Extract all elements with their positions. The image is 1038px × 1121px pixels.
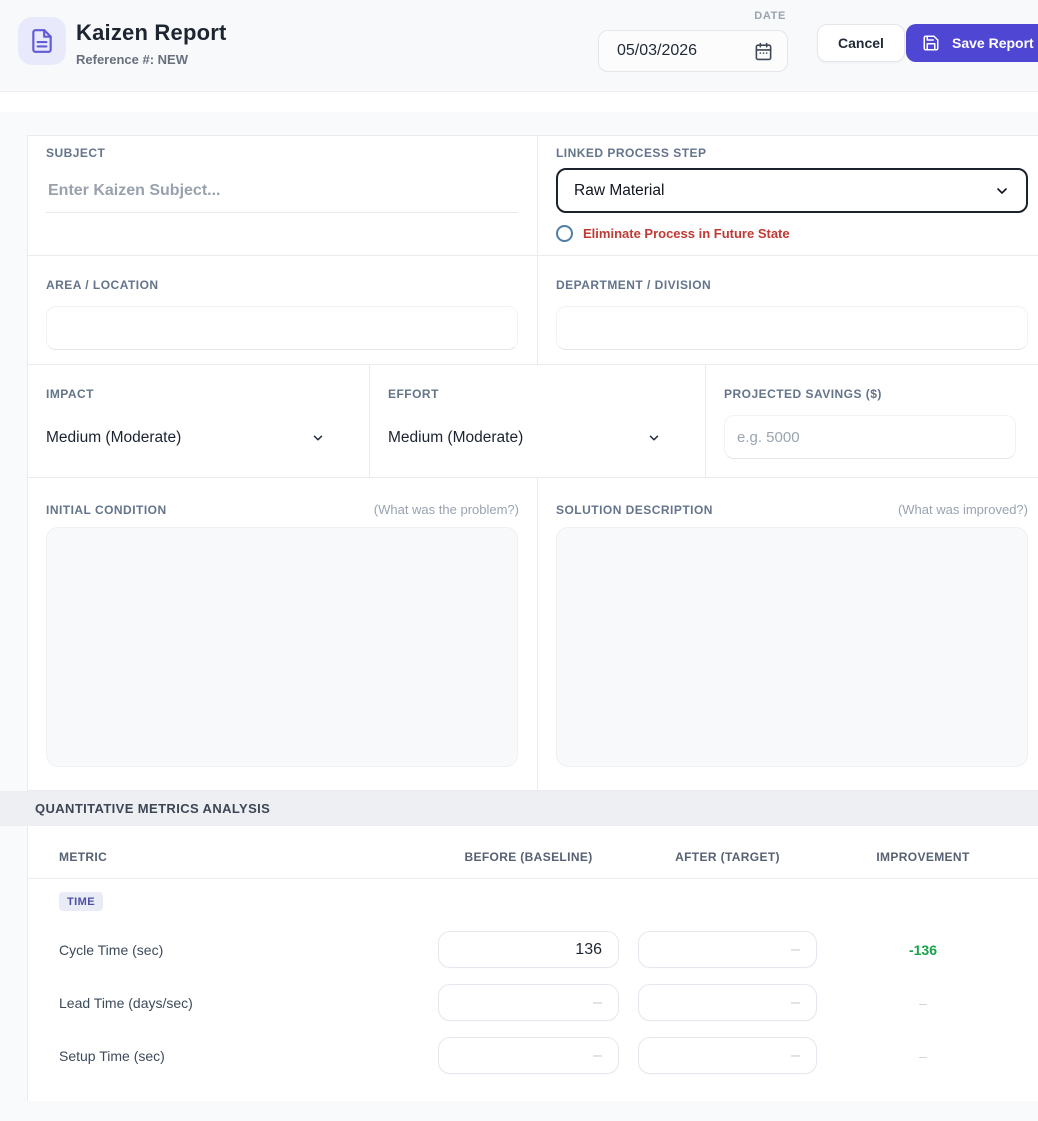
effort-cell: EFFORT Medium (Moderate) [370,365,706,477]
solution-description-label: SOLUTION DESCRIPTION [556,503,713,517]
area-location-input[interactable] [46,306,518,350]
cancel-button[interactable]: Cancel [817,24,905,62]
form-row-descriptions: INITIAL CONDITION (What was the problem?… [28,478,1038,790]
improvement-value: -136 [908,941,938,958]
save-report-button[interactable]: Save Report [906,24,1038,62]
before-cell [438,984,619,1021]
metrics-section-title: QUANTITATIVE METRICS ANALYSIS [35,801,271,816]
table-row-lead-time: Lead Time (days/sec) – [28,976,1038,1029]
solution-description-cell: SOLUTION DESCRIPTION (What was improved?… [538,478,1038,790]
initial-condition-label-row: INITIAL CONDITION (What was the problem?… [46,502,519,517]
metrics-rows: Cycle Time (sec) -136 Lead Time (days/se… [28,923,1038,1082]
linked-process-cell: LINKED PROCESS STEP Raw Material Elimina… [538,136,1038,255]
report-icon-box [18,17,66,65]
form-row-assessment: IMPACT Medium (Moderate) EFFORT Medium (… [28,365,1038,478]
metric-label: Setup Time (sec) [59,1047,165,1064]
chevron-down-icon [311,431,325,445]
solution-description-textarea[interactable] [556,527,1028,767]
table-row-cycle-time: Cycle Time (sec) -136 [28,923,1038,976]
col-header-after: AFTER (TARGET) [675,850,780,864]
date-input-wrap[interactable] [598,30,788,72]
app-header: Kaizen Report Reference #: NEW DATE Canc… [0,0,1038,92]
impact-cell: IMPACT Medium (Moderate) [28,365,370,477]
after-cell [638,931,817,968]
projected-savings-input[interactable] [724,415,1016,459]
save-icon [922,34,940,52]
initial-condition-label: INITIAL CONDITION [46,503,167,517]
department-division-input[interactable] [556,306,1028,350]
lead-time-before-input[interactable] [438,984,619,1021]
table-row-setup-time: Setup Time (sec) – [28,1029,1038,1082]
metrics-table: METRIC BEFORE (BASELINE) AFTER (TARGET) … [27,826,1038,1101]
chevron-down-icon [994,183,1010,199]
metric-label: Cycle Time (sec) [59,941,164,958]
setup-time-before-input[interactable] [438,1037,619,1074]
col-header-improvement: IMPROVEMENT [876,850,970,864]
before-cell [438,931,619,968]
solution-description-label-row: SOLUTION DESCRIPTION (What was improved?… [556,502,1028,517]
linked-process-step-select[interactable]: Raw Material [556,168,1028,213]
impact-value: Medium (Moderate) [46,429,182,446]
linked-process-step-value: Raw Material [574,181,665,199]
form-row-location: AREA / LOCATION DEPARTMENT / DIVISION [28,256,1038,365]
header-gap [0,92,1038,112]
calendar-icon[interactable] [754,42,773,61]
impact-label: IMPACT [46,387,94,401]
header-titles: Kaizen Report Reference #: NEW [76,20,227,67]
initial-condition-textarea[interactable] [46,527,518,767]
department-division-label: DEPARTMENT / DIVISION [556,278,712,292]
eliminate-process-label[interactable]: Eliminate Process in Future State [583,226,790,241]
improvement-value: – [919,1047,927,1064]
page-title: Kaizen Report [76,20,227,45]
solution-description-hint: (What was improved?) [897,502,1028,517]
metric-label: Lead Time (days/sec) [59,994,193,1011]
projected-savings-cell: PROJECTED SAVINGS ($) [706,365,1038,477]
metrics-table-header: METRIC BEFORE (BASELINE) AFTER (TARGET) … [28,826,1038,879]
effort-select[interactable]: Medium (Moderate) [388,417,687,459]
effort-value: Medium (Moderate) [388,429,524,446]
projected-savings-label: PROJECTED SAVINGS ($) [724,387,882,401]
area-location-cell: AREA / LOCATION [28,256,538,364]
time-group-badge: TIME [59,892,104,911]
eliminate-process-option[interactable]: Eliminate Process in Future State [556,225,1028,242]
chevron-down-icon [647,431,661,445]
subject-cell: SUBJECT [28,136,538,255]
kaizen-form-card: SUBJECT LINKED PROCESS STEP Raw Material [27,135,1038,791]
file-text-icon [29,28,55,54]
cycle-time-before-input[interactable] [438,931,619,968]
date-input[interactable] [617,42,747,60]
subject-input[interactable] [46,176,518,213]
subject-label: SUBJECT [46,146,106,160]
col-header-metric: METRIC [59,850,108,864]
before-cell [438,1037,619,1074]
linked-process-step-label: LINKED PROCESS STEP [556,146,707,160]
department-division-cell: DEPARTMENT / DIVISION [538,256,1038,364]
effort-label: EFFORT [388,387,439,401]
eliminate-process-radio[interactable] [556,225,573,242]
after-cell [638,984,817,1021]
after-cell [638,1037,817,1074]
metrics-section-bar: QUANTITATIVE METRICS ANALYSIS [0,791,1038,826]
content-background: SUBJECT LINKED PROCESS STEP Raw Material [0,112,1038,1121]
date-label: DATE [754,10,786,22]
col-header-before: BEFORE (BASELINE) [464,850,593,864]
initial-condition-cell: INITIAL CONDITION (What was the problem?… [28,478,538,790]
form-row-subject: SUBJECT LINKED PROCESS STEP Raw Material [28,136,1038,256]
cycle-time-after-input[interactable] [638,931,817,968]
page-body: SUBJECT LINKED PROCESS STEP Raw Material [0,92,1038,1121]
reference-number: Reference #: NEW [76,52,188,67]
setup-time-after-input[interactable] [638,1037,817,1074]
date-field-group: DATE [598,10,788,72]
initial-condition-hint: (What was the problem?) [373,502,519,517]
save-button-label: Save Report [952,35,1034,51]
improvement-value: – [919,994,927,1011]
impact-select[interactable]: Medium (Moderate) [46,417,351,459]
lead-time-after-input[interactable] [638,984,817,1021]
area-location-label: AREA / LOCATION [46,278,159,292]
